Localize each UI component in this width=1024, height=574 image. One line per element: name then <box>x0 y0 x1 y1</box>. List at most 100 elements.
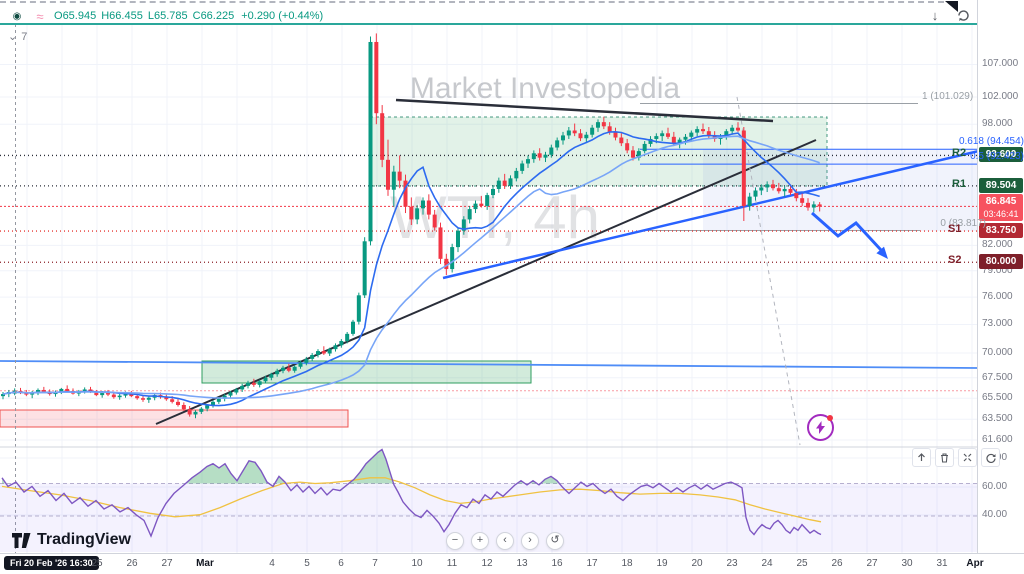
blue-support-trendline <box>442 150 977 280</box>
pane-move-up-button[interactable] <box>912 448 931 467</box>
candle-body <box>543 154 548 158</box>
candle-body <box>420 200 425 209</box>
candle-body <box>321 351 326 354</box>
candle-body <box>747 196 752 206</box>
candle-body <box>619 137 624 144</box>
rsi-ma-line <box>1 477 822 523</box>
candle-body <box>485 195 490 206</box>
candle-body <box>117 395 122 398</box>
zoom-in-button[interactable]: + <box>471 532 489 550</box>
candle-body <box>345 333 350 341</box>
time-axis-label: 31 <box>936 558 948 569</box>
price-change: +0.290 (+0.44%) <box>241 10 324 22</box>
watermark-symbol: WTI, 4h <box>390 184 600 251</box>
candle-body <box>648 138 653 144</box>
candle-body <box>41 389 46 392</box>
wave-indicator-icon[interactable]: ≈ <box>36 8 44 24</box>
candle-body <box>665 133 670 137</box>
price-axis-label: 63.500 <box>982 413 1013 425</box>
candle-body <box>817 204 822 207</box>
price-axis-label: 102.000 <box>982 91 1019 103</box>
arrow-head <box>876 246 888 259</box>
chevron-down-icon: ⌄ <box>8 31 18 43</box>
candle-body <box>508 178 513 186</box>
demand-zone-low[interactable] <box>0 409 349 428</box>
rsi-line <box>1 448 822 538</box>
candle-style-icon[interactable]: ◉ <box>12 10 22 22</box>
crosshair-date-badge: Fri 20 Feb '26 16:30 <box>4 556 99 570</box>
candle-body <box>409 206 414 220</box>
candle-body <box>210 401 215 406</box>
object-tree-collapse[interactable]: ⌄ 7 <box>8 30 27 44</box>
time-axis-label: 19 <box>656 558 668 569</box>
time-axis-label: 25 <box>91 558 103 569</box>
time-axis-label: 18 <box>621 558 633 569</box>
candle-body <box>555 140 560 148</box>
candle-body <box>304 358 309 363</box>
candle-body <box>467 209 472 220</box>
candle-body <box>403 180 408 207</box>
candle-body <box>753 190 758 197</box>
candle-body <box>671 136 676 144</box>
candle-body <box>724 131 729 137</box>
candle-body <box>584 134 589 139</box>
time-axis-label: 10 <box>411 558 423 569</box>
fib-level-label: 0.5 (92.423) <box>970 151 1024 163</box>
tradingview-logo[interactable]: TradingView <box>12 531 131 549</box>
tradingview-logo-icon <box>12 532 31 548</box>
candle-body <box>800 198 805 203</box>
supply-zone-top[interactable] <box>369 116 828 187</box>
candle-body <box>333 345 338 350</box>
time-axis[interactable]: Fri 20 Feb '26 16:30 25 26 27 Mar 4 5 6 7 10 11 12… <box>0 553 1024 574</box>
candle-body <box>549 147 554 155</box>
candle-body <box>689 132 694 137</box>
chart-canvas[interactable]: Market Investopedia WTI, 4h <box>0 0 977 553</box>
descending-trendline <box>395 98 774 123</box>
price-axis-label: 79.000 <box>982 264 1013 276</box>
price-level-badge: 89.504 <box>979 177 1023 193</box>
pane-collapse-button[interactable] <box>958 448 977 467</box>
ascending-trendline <box>155 139 817 425</box>
scroll-right-button[interactable]: › <box>521 532 539 550</box>
candle-body <box>275 370 280 375</box>
candle-body <box>578 133 583 139</box>
candle-body <box>193 411 198 415</box>
pane-delete-button[interactable] <box>935 448 954 467</box>
resistance-label: R2 <box>952 147 967 160</box>
candle-body <box>776 188 781 192</box>
time-axis-label: 4 <box>269 558 275 569</box>
candle-body <box>613 131 618 138</box>
current-price-badge: 86.845 03:46:41 <box>979 194 1023 222</box>
price-level-badge: 93.600 <box>979 147 1023 163</box>
candle-body <box>514 170 519 179</box>
candle-body <box>111 394 116 398</box>
fib-level-label: 0.618 (94.454) <box>958 136 1024 148</box>
reset-chart-button[interactable]: ↺ <box>546 532 564 550</box>
candle-body <box>135 396 140 399</box>
download-icon[interactable]: ↓ <box>931 7 939 23</box>
time-axis-label: 30 <box>901 558 913 569</box>
time-axis-label: 12 <box>481 558 493 569</box>
candle-body <box>706 131 711 137</box>
candle-body <box>765 184 770 188</box>
candle-body <box>572 130 577 134</box>
candle-body <box>105 393 110 395</box>
candle-body <box>683 136 688 140</box>
price-axis[interactable]: 107.000 102.000 98.000 82.000 79.000 76.000 73… <box>977 0 1024 553</box>
candle-body <box>630 150 635 158</box>
candle-body <box>327 349 332 354</box>
candle-body <box>356 295 361 322</box>
flash-promo-icon[interactable] <box>807 414 834 441</box>
candle-body <box>473 203 478 210</box>
candle-body <box>788 188 793 193</box>
candle-body <box>741 130 746 206</box>
pane-maximize-button[interactable] <box>981 448 1000 467</box>
candle-body <box>391 171 396 190</box>
time-axis-label: 11 <box>446 558 458 569</box>
top-accent-line <box>0 23 977 25</box>
zoom-out-button[interactable]: − <box>446 532 464 550</box>
candle-body <box>129 393 134 397</box>
scroll-left-button[interactable]: ‹ <box>496 532 514 550</box>
refresh-icon[interactable] <box>954 6 972 24</box>
forecast-arrow[interactable] <box>811 211 883 252</box>
